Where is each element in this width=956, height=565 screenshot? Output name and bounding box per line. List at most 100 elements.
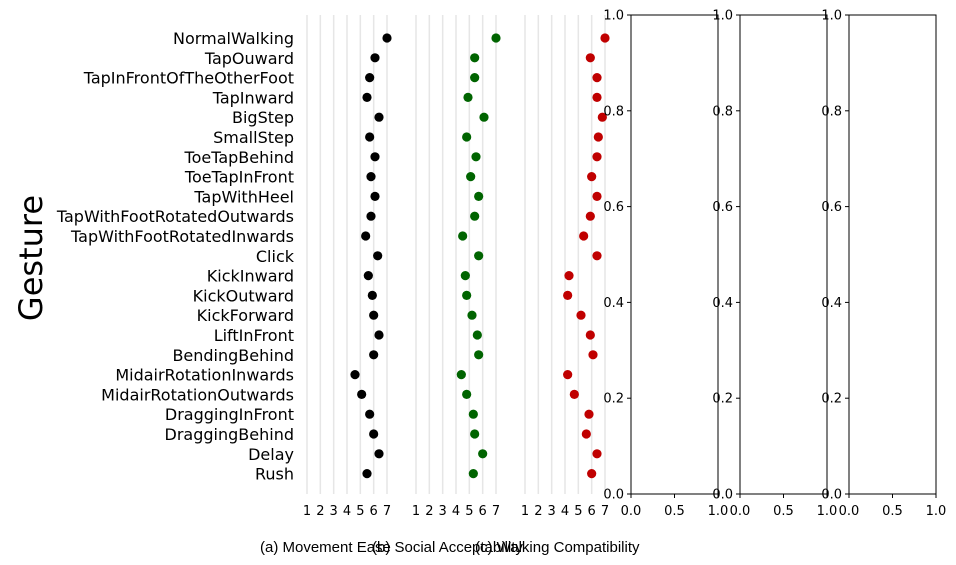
x-tick-label: 1 <box>412 504 420 519</box>
x-tick-label: 4 <box>343 504 351 519</box>
category-label: Delay <box>248 445 294 464</box>
y-tick-label: 1.0 <box>821 9 842 24</box>
data-point <box>370 53 380 63</box>
y-tick-label: 0.6 <box>712 200 733 215</box>
data-point <box>456 370 466 380</box>
data-point <box>588 350 598 360</box>
data-point <box>585 53 595 63</box>
panel-frame <box>739 14 828 495</box>
x-tick-label: 0.5 <box>664 504 685 519</box>
data-point <box>462 389 472 399</box>
category-label: TapOuward <box>204 49 294 68</box>
data-point <box>592 251 602 261</box>
data-point <box>470 429 480 439</box>
category-label: MidairRotationInwards <box>115 366 294 385</box>
data-point <box>369 310 379 320</box>
data-point <box>474 191 484 201</box>
x-tick-label: 5 <box>574 504 582 519</box>
x-tick-label: 5 <box>356 504 364 519</box>
y-tick-label: 1.0 <box>603 9 624 24</box>
y-tick-label: 0.8 <box>712 104 733 119</box>
panel-captions: (a) Movement Ease(b) Social Acceptabilit… <box>260 539 640 556</box>
x-tick-label: 5 <box>465 504 473 519</box>
data-point <box>367 290 377 300</box>
y-tick-label: 0.0 <box>712 488 733 503</box>
x-tick-label: 1.0 <box>817 504 838 519</box>
x-tick-label: 0.5 <box>882 504 903 519</box>
category-label: KickForward <box>197 306 294 325</box>
data-point <box>592 92 602 102</box>
category-label: ToeTapBehind <box>184 148 294 167</box>
data-point <box>366 172 376 182</box>
data-point <box>584 409 594 419</box>
category-label: TapInFrontOfTheOtherFoot <box>83 69 294 88</box>
data-point <box>365 132 375 142</box>
data-point <box>463 92 473 102</box>
data-point <box>600 33 610 43</box>
y-axis-label: Gesture <box>12 195 50 321</box>
data-point <box>350 370 360 380</box>
category-label: TapWithFootRotatedOutwards <box>56 207 294 226</box>
y-tick-label: 0.2 <box>821 392 842 407</box>
y-tick-label: 0.0 <box>821 488 842 503</box>
y-tick-label: 0.0 <box>603 488 624 503</box>
data-point <box>362 92 372 102</box>
data-point <box>374 330 384 340</box>
category-label: BigStep <box>232 108 294 127</box>
empty-panel: 0.0 0.2 0.4 0.6 0.8 1.0 0.0 0.5 1.0 <box>712 9 837 520</box>
data-point <box>370 152 380 162</box>
data-point <box>462 290 472 300</box>
data-point <box>363 271 373 281</box>
data-point <box>479 112 489 122</box>
data-point <box>579 231 589 241</box>
data-point <box>468 409 478 419</box>
x-tick-label: 1.0 <box>708 504 729 519</box>
x-tick-label: 7 <box>383 504 391 519</box>
data-point <box>365 409 375 419</box>
panel-caption: (b) Social Acceptability <box>372 539 523 556</box>
data-point <box>491 33 501 43</box>
y-tick-label: 1.0 <box>712 9 733 24</box>
data-point <box>576 310 586 320</box>
x-tick-label: 2 <box>425 504 433 519</box>
x-tick-label: 7 <box>492 504 500 519</box>
data-point <box>458 231 468 241</box>
category-labels: NormalWalkingTapOuwardTapInFrontOfTheOth… <box>56 29 295 484</box>
data-point <box>462 132 472 142</box>
data-point <box>592 191 602 201</box>
data-point <box>466 172 476 182</box>
x-tick-label: 4 <box>561 504 569 519</box>
empty-panels: 0.00.20.40.60.81.00.0 0.5 1.00.00.20.40.60… <box>603 9 946 520</box>
data-point <box>362 469 372 479</box>
category-label: BendingBehind <box>172 346 294 365</box>
x-tick-label: 6 <box>370 504 378 519</box>
data-point <box>361 231 371 241</box>
data-point <box>587 469 597 479</box>
category-label: MidairRotationOutwards <box>101 385 294 404</box>
data-point <box>366 211 376 221</box>
data-point <box>357 389 367 399</box>
data-point <box>470 211 480 221</box>
category-label: TapWithFootRotatedInwards <box>70 227 294 246</box>
data-point <box>474 251 484 261</box>
panel-frame <box>848 14 937 495</box>
y-tick-label: 0.6 <box>603 200 624 215</box>
y-tick-label: 0.4 <box>821 296 842 311</box>
data-point <box>365 73 375 83</box>
x-tick-label: 7 <box>601 504 609 519</box>
x-tick-label: 6 <box>588 504 596 519</box>
data-point <box>369 350 379 360</box>
empty-panel: 0.0 0.2 0.4 0.6 0.8 1.0 0.0 0.5 1.0 <box>821 9 946 520</box>
data-point <box>374 112 384 122</box>
empty-panel: 0.0 0.2 0.4 0.6 0.8 1.0 0.0 0.5 1.0 <box>603 9 728 520</box>
x-tick-label: 0.0 <box>839 504 860 519</box>
data-point <box>592 152 602 162</box>
x-tick-label: 1.0 <box>926 504 947 519</box>
y-tick-label: 0.4 <box>603 296 624 311</box>
x-tick-label: 6 <box>479 504 487 519</box>
